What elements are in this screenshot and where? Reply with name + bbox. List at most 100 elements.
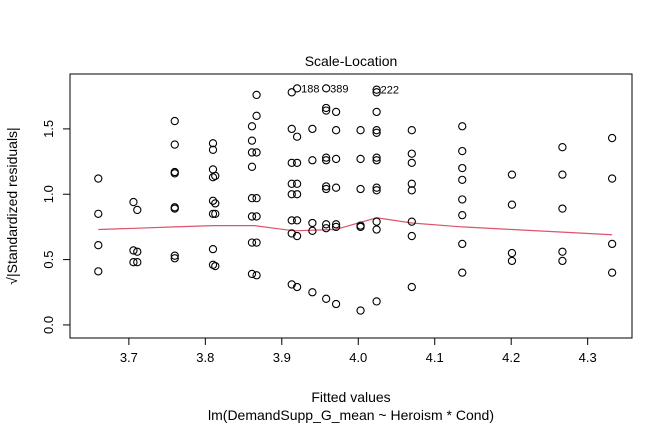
data-point — [356, 222, 365, 232]
data-point — [94, 241, 103, 250]
data-point — [94, 267, 103, 276]
data-point — [407, 217, 416, 226]
data-point — [252, 212, 261, 221]
data-point — [458, 239, 467, 249]
data-point — [372, 128, 381, 137]
data-point — [170, 204, 179, 213]
data-point — [407, 126, 416, 135]
data-point — [308, 218, 317, 228]
data-point — [558, 247, 567, 256]
y-axis-label: √|Standardized residuals| — [4, 127, 20, 284]
data-point — [94, 209, 103, 218]
data-point — [321, 103, 331, 113]
data-point — [331, 222, 341, 232]
data-point — [170, 254, 179, 263]
data-point — [252, 90, 261, 100]
data-point — [607, 268, 617, 277]
y-axis: 0.0 0.5 1.0 1.5 — [41, 120, 71, 334]
data-point — [558, 143, 567, 152]
data-point — [247, 136, 257, 145]
data-point — [287, 280, 296, 289]
data-point — [507, 170, 517, 179]
data-point — [558, 204, 567, 213]
data-point — [507, 248, 517, 258]
data-point — [507, 256, 517, 266]
data-point — [407, 186, 416, 195]
data-point — [247, 212, 257, 221]
data-point — [129, 258, 138, 267]
data-point — [407, 179, 416, 188]
data-point — [321, 153, 331, 162]
data-point — [287, 88, 296, 97]
plot-frame — [69, 73, 633, 339]
data-point — [247, 238, 257, 247]
data-point — [292, 282, 302, 292]
chart-subtitle: lm(DemandSupp_G_mean ~ Heroism * Cond) — [208, 407, 494, 423]
x-tick-label: 4.0 — [349, 350, 367, 365]
data-point — [170, 140, 179, 149]
chart-title: Scale-Location — [305, 53, 398, 69]
points-layer — [94, 84, 617, 315]
data-point — [372, 217, 381, 226]
data-point — [308, 226, 317, 235]
data-point — [407, 158, 416, 168]
data-point — [607, 239, 617, 249]
data-point — [129, 246, 138, 255]
data-point — [356, 126, 365, 135]
data-point — [252, 238, 261, 247]
data-point — [247, 148, 257, 157]
data-point — [458, 175, 467, 185]
data-point — [211, 171, 220, 181]
data-point — [287, 229, 296, 238]
data-point — [170, 251, 179, 260]
point-label: 222 — [381, 85, 399, 97]
data-point — [252, 194, 261, 203]
data-point — [247, 194, 257, 203]
data-point — [247, 269, 257, 279]
data-point — [321, 106, 331, 115]
data-point — [458, 146, 467, 156]
data-point — [607, 133, 617, 143]
data-point — [211, 209, 220, 218]
point-labels: 188 389 222 — [301, 83, 399, 96]
data-point — [458, 122, 467, 131]
data-point — [458, 268, 467, 277]
data-point — [292, 158, 302, 168]
data-point — [292, 84, 302, 93]
x-tick-label: 3.8 — [196, 350, 214, 365]
data-point — [208, 139, 218, 148]
data-point — [208, 196, 218, 205]
data-point — [208, 209, 218, 218]
data-point — [458, 163, 467, 173]
data-point — [252, 271, 261, 280]
data-point — [372, 183, 381, 192]
data-point — [170, 169, 179, 178]
data-point — [252, 148, 261, 157]
data-point — [372, 186, 381, 195]
y-tick-label: 1.0 — [41, 185, 56, 203]
data-point — [331, 220, 341, 229]
data-point — [321, 156, 331, 165]
data-point — [292, 132, 302, 141]
data-point — [247, 122, 257, 131]
data-point — [321, 294, 331, 303]
data-point — [331, 126, 341, 135]
data-point — [287, 124, 296, 134]
x-tick-label: 4.1 — [426, 350, 444, 365]
data-point — [458, 210, 467, 220]
data-point — [292, 179, 302, 188]
data-point — [331, 299, 341, 309]
data-point — [558, 256, 567, 266]
point-label: 188 — [301, 83, 319, 95]
data-point — [129, 197, 138, 207]
data-point — [458, 195, 467, 204]
data-point — [356, 154, 365, 164]
y-tick-label: 1.5 — [41, 120, 56, 138]
data-point — [321, 184, 331, 194]
x-axis-label: Fitted values — [311, 389, 390, 405]
data-point — [507, 200, 517, 209]
x-tick-label: 4.2 — [502, 350, 520, 365]
data-point — [308, 124, 317, 134]
data-point — [133, 258, 142, 267]
